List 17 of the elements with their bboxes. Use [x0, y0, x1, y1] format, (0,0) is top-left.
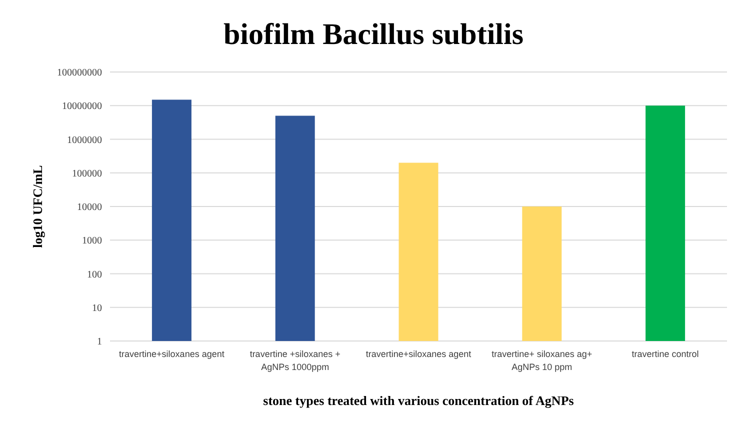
x-tick-label: travertine+siloxanes agent [119, 349, 225, 359]
y-tick-label: 1000000 [67, 134, 102, 146]
chart-title: biofilm Bacillus subtilis [223, 18, 524, 51]
x-tick-label: travertine+ siloxanes ag+ AgNPs 10 ppm [492, 349, 592, 372]
y-tick-label: 1 [97, 336, 102, 348]
x-axis-title: stone types treated with various concentration of AgNPs [263, 393, 574, 408]
y-tick-label: 10000 [77, 202, 102, 213]
y-tick-label: 100 [87, 269, 102, 280]
y-tick-label: 10000000 [62, 101, 102, 112]
y-tick-label: 100000 [72, 168, 102, 180]
y-tick-label: 10 [92, 302, 102, 314]
x-tick-label: travertine +siloxanes + AgNPs 1000ppm [250, 349, 340, 372]
x-tick-label: travertine+siloxanes agent [366, 349, 472, 359]
x-tick-label: travertine control [632, 349, 699, 359]
y-tick-label: 100000000 [57, 68, 102, 78]
y-axis-title: log10 UFC/mL [30, 164, 45, 248]
y-tick-label: 1000 [82, 236, 102, 247]
